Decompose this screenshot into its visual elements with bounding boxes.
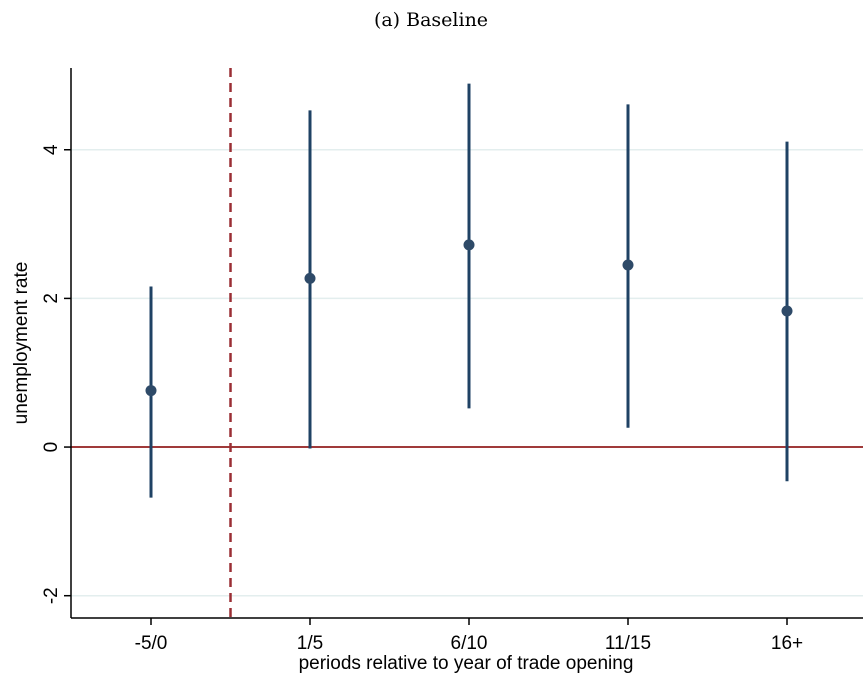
data-marks [145,83,793,498]
axes [64,68,863,625]
point-estimate [622,259,634,271]
y-tick-label: 2 [41,293,62,304]
x-tick-label: 6/10 [451,633,488,654]
point-estimate [304,272,316,284]
x-tick-label: -5/0 [135,633,168,654]
y-axis-label: unemployment rate [11,262,32,425]
x-tick-label: 11/15 [605,633,651,654]
x-axis-label: periods relative to year of trade openin… [299,653,634,674]
point-estimate [781,305,793,317]
x-tick-label: 16+ [771,633,803,654]
point-estimate [145,385,157,397]
reference-lines [71,68,863,618]
point-estimate [463,239,475,251]
y-tick-label: 4 [41,144,62,155]
y-tick-label: -2 [41,587,62,604]
tick-labels: -2 0 2 4 -5/0 1/5 6/10 11/15 16+ [41,144,803,654]
x-tick-label: 1/5 [297,633,323,654]
grid-lines [71,149,863,597]
chart-title: (a) Baseline [374,9,488,31]
y-tick-label: 0 [41,442,62,453]
